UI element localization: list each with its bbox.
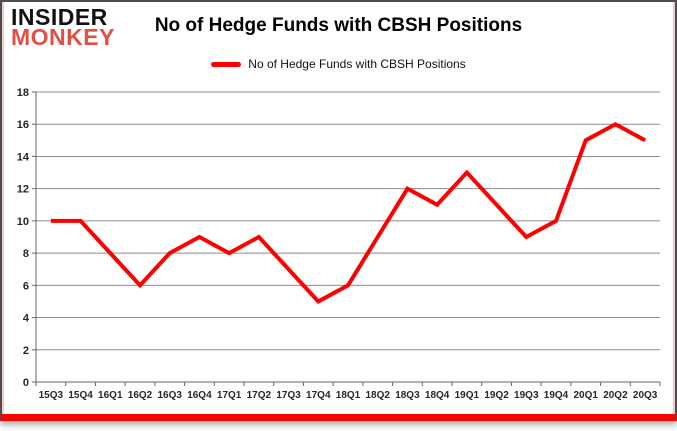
chart-title: No of Hedge Funds with CBSH Positions bbox=[154, 15, 523, 36]
insider-monkey-logo: INSIDER MONKEY bbox=[11, 4, 115, 51]
y-axis-label: 18 bbox=[17, 87, 29, 99]
data-series-line bbox=[50, 121, 647, 304]
chart-card: INSIDER MONKEY No of Hedge Funds with CB… bbox=[0, 0, 677, 421]
x-axis-label: 18Q2 bbox=[365, 390, 390, 401]
y-axis-label: 0 bbox=[23, 377, 29, 389]
x-axis-label: 17Q4 bbox=[306, 390, 331, 401]
y-axis-label: 12 bbox=[17, 184, 29, 196]
y-axis-label: 16 bbox=[17, 119, 29, 131]
x-axis-label: 17Q2 bbox=[247, 390, 272, 401]
logo-line-insider: INSIDER bbox=[11, 4, 108, 30]
legend-red-line-swatch bbox=[211, 61, 242, 67]
x-axis-label: 20Q1 bbox=[573, 390, 598, 401]
x-axis-label: 17Q3 bbox=[276, 390, 301, 401]
x-axis-label: 19Q4 bbox=[544, 390, 569, 401]
chart-legend: No of Hedge Funds with CBSH Positions bbox=[2, 57, 675, 71]
y-axis-label: 14 bbox=[17, 151, 30, 163]
y-axis-label: 10 bbox=[17, 216, 29, 228]
x-axis-label: 18Q1 bbox=[336, 390, 361, 401]
x-axis-label: 19Q2 bbox=[484, 390, 509, 401]
x-axis-label: 18Q3 bbox=[395, 390, 420, 401]
logo-line-monkey: MONKEY bbox=[11, 24, 115, 51]
x-axis-label: 19Q1 bbox=[455, 390, 480, 401]
x-axis-label: 18Q4 bbox=[425, 390, 450, 401]
x-axis-label: 16Q4 bbox=[187, 390, 212, 401]
legend-label: No of Hedge Funds with CBSH Positions bbox=[248, 57, 466, 71]
y-axis-label: 2 bbox=[23, 345, 29, 357]
y-axis-label: 8 bbox=[23, 248, 29, 260]
x-axis-label: 20Q3 bbox=[633, 390, 658, 401]
x-axis-label: 15Q4 bbox=[68, 390, 93, 401]
x-axis-label: 19Q3 bbox=[514, 390, 539, 401]
y-axis-label: 6 bbox=[23, 280, 29, 292]
y-axis-label: 4 bbox=[23, 313, 30, 325]
x-axis-label: 15Q3 bbox=[39, 390, 64, 401]
x-axis-label: 16Q2 bbox=[128, 390, 153, 401]
x-axis-label: 20Q2 bbox=[603, 390, 628, 401]
x-axis-label: 17Q1 bbox=[217, 390, 242, 401]
x-axis-label: 16Q1 bbox=[98, 390, 123, 401]
line-chart-plot: 0 2 4 6 8 10 12 14 16 18 15Q3 15Q4 16Q1 16Q2 16Q3 16Q4 1… bbox=[17, 87, 661, 401]
x-axis-label: 16Q3 bbox=[157, 390, 182, 401]
